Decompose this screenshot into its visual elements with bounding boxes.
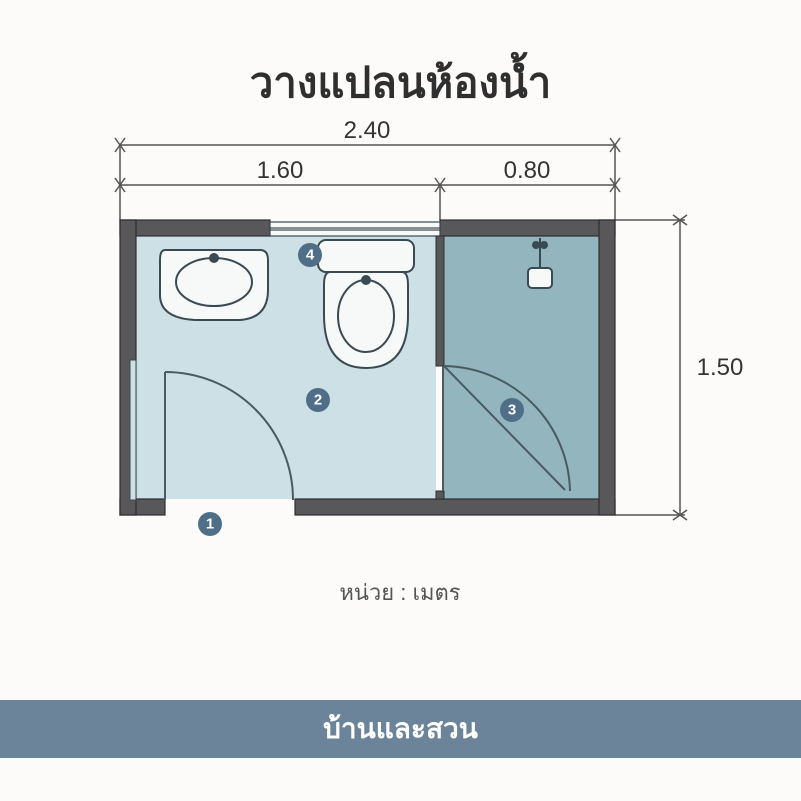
- svg-text:2: 2: [314, 392, 322, 409]
- footer-banner: บ้านและสวน: [0, 700, 801, 758]
- unit-note: หน่วย : เมตร: [339, 580, 460, 605]
- floorplan-svg: 2.40 1.60 0.80 1.50: [0, 100, 801, 640]
- dim-wet-width-label: 0.80: [504, 157, 551, 184]
- marker-3: 3: [500, 398, 524, 422]
- dim-total-width-label: 2.40: [344, 117, 391, 144]
- svg-text:3: 3: [508, 402, 516, 419]
- svg-text:4: 4: [306, 247, 315, 264]
- sink-fixture: [160, 250, 268, 320]
- dim-height-label: 1.50: [697, 354, 744, 381]
- marker-1: 1: [198, 512, 222, 536]
- toilet-fixture: [318, 240, 414, 368]
- dim-height: [615, 215, 687, 520]
- floorplan: 1 2 3 4: [120, 220, 615, 536]
- svg-text:1: 1: [206, 516, 214, 533]
- window-frame: [270, 222, 440, 228]
- marker-4: 4: [298, 243, 322, 267]
- dim-dry-width-label: 1.60: [257, 157, 304, 184]
- footer-text: บ้านและสวน: [323, 713, 478, 744]
- marker-2: 2: [306, 388, 330, 412]
